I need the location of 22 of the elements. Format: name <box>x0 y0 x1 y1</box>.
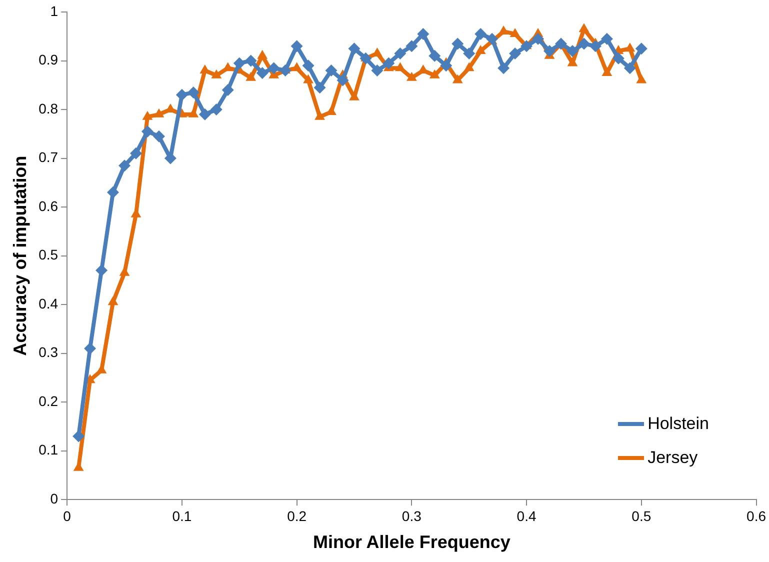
y-tick-label: 0.3 <box>38 344 58 360</box>
y-tick-label: 0.2 <box>38 392 58 409</box>
y-tick-label: 0.4 <box>38 295 58 312</box>
x-tick-label: 0.3 <box>402 508 422 524</box>
legend-label: Holstein <box>648 414 709 434</box>
y-tick-label: 0.7 <box>38 149 58 166</box>
y-tick-label: 1 <box>50 2 58 19</box>
legend-label: Jersey <box>648 448 698 468</box>
x-tick-label: 0.2 <box>287 508 307 524</box>
x-tick-label: 0 <box>63 508 72 524</box>
y-tick-label: 0.5 <box>38 246 58 263</box>
y-tick-label: 0.8 <box>38 100 58 116</box>
x-tick-label: 0.1 <box>172 508 192 524</box>
x-axis-title: Minor Allele Frequency <box>312 532 510 552</box>
y-tick-label: 0.6 <box>38 198 58 214</box>
y-tick-label: 0 <box>50 490 58 506</box>
y-tick-label: 0.9 <box>38 52 58 68</box>
y-axis-title: Accuracy of imputation <box>10 156 30 356</box>
x-tick-label: 0.4 <box>516 508 536 524</box>
y-tick-label: 0.1 <box>38 442 58 458</box>
x-tick-label: 0.5 <box>632 508 652 524</box>
x-tick-label: 0.6 <box>746 508 766 524</box>
